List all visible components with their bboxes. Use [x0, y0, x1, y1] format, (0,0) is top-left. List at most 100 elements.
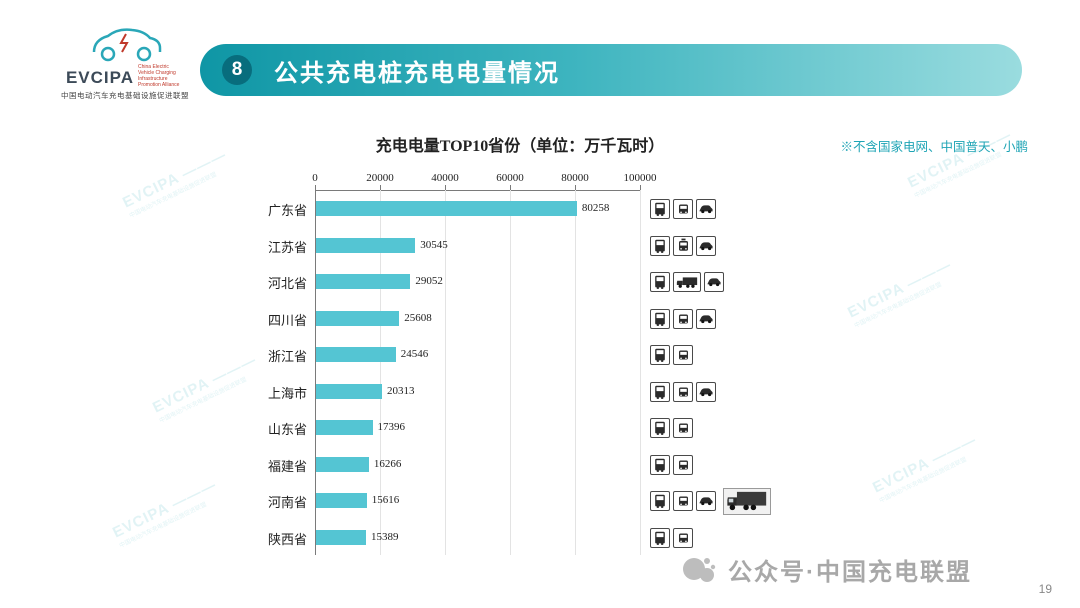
bar: [316, 274, 411, 289]
value-label: 80258: [581, 202, 610, 214]
bar: [316, 383, 383, 399]
category-label: 福建省: [267, 458, 307, 474]
x-tick: [575, 185, 576, 190]
header-banner: 8 公共充电桩充电电量情况: [200, 44, 1022, 96]
chart-row: 陕西省 15389: [268, 519, 693, 556]
chart-row: 河南省 15616: [268, 482, 771, 519]
value-label: 25608: [404, 311, 432, 324]
chart-row: 浙江省 24546: [268, 336, 693, 373]
public-account-icon: [683, 557, 716, 582]
van-icon: [673, 418, 693, 438]
category-label: 江苏省: [267, 239, 307, 255]
section-number-badge: 8: [222, 55, 252, 85]
car-icon: [696, 491, 716, 511]
chart-row: 山东省 17396: [268, 409, 693, 446]
car-icon: [696, 381, 716, 402]
page-title: 公共充电桩充电电量情况: [274, 59, 560, 87]
value-label: 24546: [400, 348, 429, 360]
vehicle-icons: [650, 269, 724, 295]
bus-icon: [650, 235, 670, 256]
logo-name: EVCIPA: [65, 68, 135, 87]
bus-icon: [650, 381, 670, 402]
bus-icon: [650, 527, 670, 548]
x-tick-label: 60000: [496, 172, 524, 184]
chart-title: 充电电量TOP10省份（单位：万千瓦时）: [375, 138, 665, 155]
category-label: 山东省: [267, 422, 307, 437]
watermark: EVCIPA ——— 中国电动汽车充电基础设施促进联盟: [120, 146, 230, 220]
vehicle-icons: [650, 306, 716, 332]
truck-icon: [673, 272, 701, 292]
bus-icon: [650, 308, 670, 329]
category-label: 河南省: [267, 495, 307, 510]
value-label: 17396: [377, 421, 406, 433]
gridline: [445, 190, 446, 555]
category-label: 上海市: [267, 385, 307, 401]
x-axis-line: [315, 190, 640, 191]
vehicle-icons: [650, 196, 716, 222]
footer-watermark: 公众号·中国充电联盟: [680, 552, 972, 587]
taxi-icon: [673, 235, 693, 256]
value-label: 30545: [420, 238, 448, 251]
van-icon: [673, 381, 693, 402]
vehicle-icons: [650, 452, 693, 478]
gridline: [510, 190, 511, 555]
vehicle-icons: [650, 233, 716, 259]
bar: [316, 310, 400, 326]
car-icon: [696, 308, 716, 329]
van-icon: [673, 491, 693, 511]
x-tick-label: 40000: [431, 172, 459, 184]
category-label: 广东省: [267, 203, 307, 218]
x-tick-label: 100000: [623, 172, 657, 184]
bus-icon: [650, 199, 670, 219]
chart-row: 四川省 25608: [268, 300, 716, 337]
logo-chinese: 中国电动汽车充电基础设施促进联盟: [61, 91, 189, 100]
x-tick: [445, 185, 446, 190]
x-tick: [315, 185, 316, 190]
value-label: 29052: [415, 275, 443, 287]
chart-row: 江苏省 30545: [268, 227, 716, 264]
bar: [316, 237, 416, 253]
bar: [316, 456, 369, 472]
watermark: EVCIPA ——— 中国电动汽车充电基础设施促进联盟: [110, 476, 220, 550]
van-icon: [673, 527, 693, 548]
vehicle-icons: [650, 525, 693, 551]
x-tick-label: 0: [312, 172, 318, 184]
category-label: 陕西省: [267, 531, 307, 547]
vehicle-icons: [650, 342, 693, 368]
van-icon: [673, 199, 693, 219]
car-icon: [696, 235, 716, 256]
category-label: 河北省: [267, 276, 307, 291]
chart-row: 广东省 80258: [268, 190, 716, 227]
bar: [316, 347, 396, 362]
gridline: [640, 190, 641, 555]
category-label: 四川省: [267, 312, 307, 328]
x-tick: [380, 185, 381, 190]
value-label: 16266: [373, 457, 402, 470]
bus-icon: [650, 491, 670, 511]
bus-icon: [650, 454, 670, 475]
footer-text: 公众号·中国充电联盟: [728, 559, 972, 586]
car-icon: [696, 199, 716, 219]
van-icon: [673, 345, 693, 365]
gridline: [380, 190, 381, 555]
value-label: 20313: [387, 384, 415, 397]
value-label: 15616: [371, 494, 400, 506]
watermark: EVCIPA ——— 中国电动汽车充电基础设施促进联盟: [870, 431, 980, 505]
watermark: EVCIPA ——— 中国电动汽车充电基础设施促进联盟: [845, 256, 955, 330]
x-tick-label: 20000: [366, 172, 394, 184]
vehicle-icons: [650, 487, 771, 515]
chart-row: 上海市 20313: [268, 373, 716, 410]
chart-row: 河北省 29052: [268, 263, 724, 300]
bus-icon: [650, 418, 670, 438]
category-label: 浙江省: [267, 349, 307, 364]
vehicle-icons: [650, 415, 693, 441]
page-number: 19: [1038, 582, 1052, 596]
logo-english: China Electric Vehicle Charging Infrastr…: [138, 64, 180, 88]
chart-row: 福建省 16266: [268, 446, 693, 483]
bus-icon: [650, 272, 670, 292]
exclusion-note: ※不含国家电网、中国普天、小鹏: [840, 140, 1028, 154]
car-icon: [704, 272, 724, 292]
car-logo-icon: [92, 28, 162, 62]
x-tick-label: 80000: [561, 172, 589, 184]
